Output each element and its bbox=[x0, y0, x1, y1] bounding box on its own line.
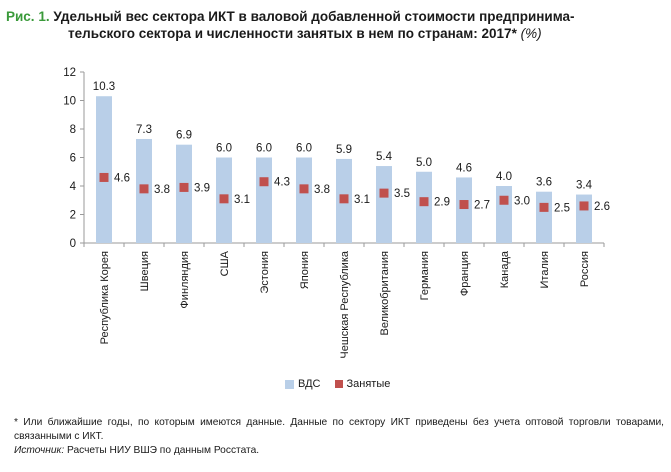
marker-value-label: 2.6 bbox=[594, 201, 610, 213]
bar-value-label: 4.6 bbox=[456, 162, 472, 174]
bar-value-label: 5.4 bbox=[376, 151, 393, 163]
marker-employed bbox=[499, 195, 509, 205]
marker-employed bbox=[299, 184, 309, 194]
bar-value-label: 3.6 bbox=[536, 177, 552, 189]
footnote-source: Источник: Расчеты НИУ ВШЭ по данным Росс… bbox=[14, 444, 664, 458]
bar-value-label: 6.0 bbox=[256, 143, 272, 155]
bar-value-label: 7.3 bbox=[136, 124, 152, 136]
marker-employed bbox=[419, 197, 429, 207]
bar-value-label: 3.4 bbox=[576, 180, 593, 192]
figure-label: Рис. 1. bbox=[6, 9, 50, 24]
marker-employed bbox=[579, 201, 589, 211]
bar-vds bbox=[456, 177, 472, 243]
category-label: Канада bbox=[499, 250, 511, 288]
category-label: Россия bbox=[579, 251, 591, 287]
y-tick-label: 12 bbox=[63, 67, 76, 79]
category-label: США bbox=[219, 250, 231, 276]
source-label: Источник: bbox=[14, 445, 65, 456]
bar-vds bbox=[536, 191, 552, 243]
footnote-note: * Или ближайшие годы, по которым имеются… bbox=[14, 417, 664, 442]
legend-swatch-bar bbox=[285, 379, 294, 389]
bar-vds bbox=[376, 166, 392, 243]
bar-value-label: 6.0 bbox=[216, 143, 232, 155]
category-label: Эстония bbox=[259, 251, 271, 294]
category-label: Германия bbox=[419, 251, 431, 300]
category-label: Япония bbox=[299, 251, 311, 289]
bar-value-label: 5.9 bbox=[336, 144, 352, 156]
bar-value-label: 10.3 bbox=[93, 81, 115, 93]
category-label: Чешская Республика bbox=[339, 250, 351, 358]
bar-value-label: 6.0 bbox=[296, 143, 312, 155]
marker-employed bbox=[99, 172, 109, 182]
category-label: Франция bbox=[459, 251, 471, 296]
marker-value-label: 2.7 bbox=[474, 200, 490, 212]
bar-vds bbox=[96, 96, 112, 243]
legend-item-employed: Занятые bbox=[334, 378, 391, 390]
marker-value-label: 3.8 bbox=[154, 184, 170, 196]
bar-vds bbox=[296, 157, 312, 243]
marker-employed bbox=[219, 194, 229, 204]
legend-label-employed: Занятые bbox=[346, 378, 391, 390]
y-tick-label: 0 bbox=[70, 238, 76, 250]
marker-value-label: 4.6 bbox=[114, 172, 130, 184]
category-label: Республика Корея bbox=[99, 251, 111, 344]
y-tick-label: 10 bbox=[63, 96, 76, 108]
y-tick-label: 6 bbox=[70, 153, 76, 165]
marker-value-label: 2.9 bbox=[434, 197, 450, 209]
category-label: Финляндия bbox=[179, 251, 191, 309]
bar-value-label: 4.0 bbox=[496, 171, 512, 183]
chart-plot: 0 2 4 6 8 10 12 10.3 4.6 Республика Корея 7.3 3.8 Шв… bbox=[63, 67, 610, 359]
marker-employed bbox=[539, 202, 549, 212]
marker-value-label: 3.5 bbox=[394, 188, 410, 200]
legend: ВДС Занятые bbox=[285, 378, 390, 390]
marker-employed bbox=[259, 177, 269, 187]
category-label: Италия bbox=[539, 251, 551, 289]
bar-value-label: 6.9 bbox=[176, 130, 192, 142]
y-tick-label: 4 bbox=[70, 181, 77, 193]
marker-employed bbox=[179, 182, 189, 192]
category-label: Швеция bbox=[139, 251, 151, 291]
marker-employed bbox=[379, 188, 389, 198]
legend-item-vds: ВДС bbox=[285, 378, 321, 390]
marker-employed bbox=[339, 194, 349, 204]
bar-vds bbox=[496, 186, 512, 243]
category-label: Великобритания bbox=[379, 251, 391, 336]
legend-swatch-marker bbox=[334, 380, 343, 388]
y-tick-label: 8 bbox=[70, 124, 76, 136]
y-tick-label: 2 bbox=[70, 210, 76, 222]
bar-vds bbox=[256, 157, 272, 243]
source-text: Расчеты НИУ ВШЭ по данным Росстата. bbox=[64, 445, 260, 456]
marker-value-label: 3.8 bbox=[314, 184, 330, 196]
chart-title: Рис. 1. Удельный вес сектора ИКТ в валов… bbox=[6, 8, 661, 42]
bar-vds bbox=[416, 171, 432, 243]
marker-value-label: 3.1 bbox=[234, 194, 250, 206]
title-line-1: Удельный вес сектора ИКТ в валовой добав… bbox=[53, 9, 575, 24]
marker-employed bbox=[139, 184, 149, 194]
legend-label-vds: ВДС bbox=[298, 378, 321, 390]
footnote: * Или ближайшие годы, по которым имеются… bbox=[14, 416, 664, 458]
title-line-2: тельского сектора и численности занятых … bbox=[68, 26, 517, 41]
bar-value-label: 5.0 bbox=[416, 157, 432, 169]
marker-value-label: 4.3 bbox=[274, 177, 290, 189]
title-unit: (%) bbox=[520, 26, 542, 41]
marker-value-label: 3.0 bbox=[514, 195, 530, 207]
marker-employed bbox=[459, 200, 469, 210]
marker-value-label: 2.5 bbox=[554, 202, 570, 214]
bar-vds bbox=[176, 144, 192, 243]
marker-value-label: 3.9 bbox=[194, 182, 210, 194]
marker-value-label: 3.1 bbox=[354, 194, 370, 206]
